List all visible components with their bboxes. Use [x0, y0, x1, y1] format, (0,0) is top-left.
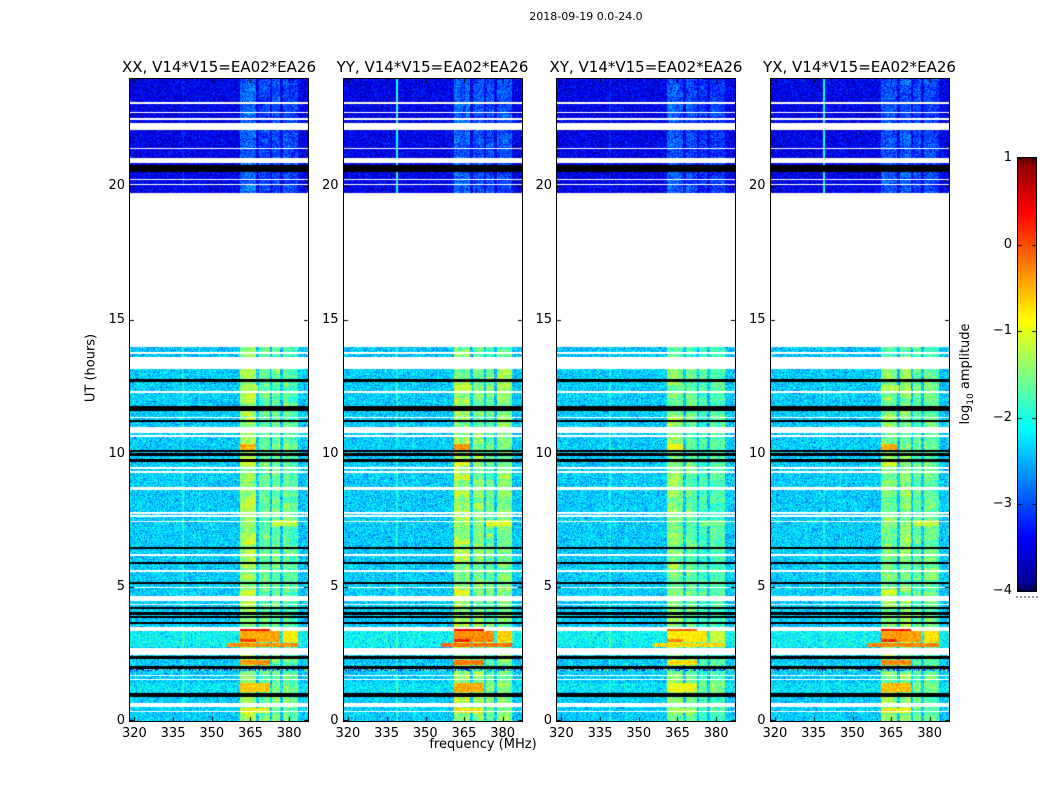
x-tick-label: 320 [335, 726, 361, 741]
x-tick-label: 320 [121, 726, 147, 741]
colorbar-label-post: amplitude [958, 323, 974, 394]
x-tick-label: 335 [160, 726, 186, 741]
colorbar-tick-label: −4 [992, 583, 1012, 598]
colorbar-tick-label: −2 [992, 409, 1012, 425]
panel-title-yy: YY, V14*V15=EA02*EA26 [336, 58, 529, 76]
x-tick-label: 320 [548, 726, 574, 741]
panel-title-yx: YX, V14*V15=EA02*EA26 [763, 58, 956, 76]
x-tick-label: 350 [412, 726, 438, 741]
x-tick-label: 335 [587, 726, 613, 741]
x-tick-label: 380 [490, 726, 516, 741]
y-tick-label: 5 [757, 579, 766, 595]
colorbar-tick-label: 1 [1003, 150, 1012, 165]
spectrogram-canvas-yx [769, 78, 950, 722]
y-tick-label: 0 [757, 713, 766, 728]
y-tick-label: 0 [330, 713, 339, 728]
y-tick-label: 20 [535, 178, 552, 193]
y-tick-label: 15 [108, 311, 125, 327]
x-tick-label: 335 [374, 726, 399, 741]
colorbar-minor-dots [1016, 596, 1038, 598]
y-tick-label: 10 [108, 445, 125, 461]
colorbar-tick-label: 0 [1003, 236, 1012, 252]
spectrogram-canvas-xx [129, 78, 309, 722]
spectrogram-canvas-yy [342, 78, 523, 722]
colorbar-label-sub: 10 [965, 393, 976, 405]
y-tick-label: 0 [543, 713, 552, 728]
y-tick-label: 0 [116, 713, 125, 728]
x-tick-label: 365 [451, 726, 477, 741]
panel-title-xy: XY, V14*V15=EA02*EA26 [549, 58, 743, 76]
y-tick-label: 5 [330, 579, 339, 595]
y-tick-label: 10 [748, 445, 766, 461]
y-tick-label: 20 [108, 178, 125, 193]
x-tick-label: 380 [276, 726, 302, 741]
colorbar-tick-label: −3 [992, 496, 1012, 512]
panel-title-xx: XX, V14*V15=EA02*EA26 [121, 58, 317, 76]
y-tick-label: 15 [748, 311, 766, 327]
spectrogram-canvas-xy [556, 78, 736, 722]
figure-title: 2018-09-19 0.0-24.0 [529, 10, 643, 23]
colorbar-label: log10 amplitude [958, 323, 976, 424]
colorbar-tick-label: −1 [992, 323, 1012, 339]
x-tick-label: 365 [238, 726, 263, 741]
y-axis-label: UT (hours) [83, 333, 99, 403]
y-tick-label: 15 [321, 311, 339, 327]
x-tick-label: 335 [801, 726, 826, 741]
x-tick-label: 380 [917, 726, 943, 741]
x-tick-label: 320 [762, 726, 788, 741]
y-tick-label: 20 [321, 178, 339, 193]
colorbar-label-pre: log [958, 404, 974, 425]
x-axis-label: frequency (MHz) [429, 737, 537, 752]
x-tick-label: 365 [878, 726, 904, 741]
y-tick-label: 15 [535, 311, 552, 327]
y-tick-label: 5 [543, 579, 552, 595]
colorbar-canvas [1017, 157, 1037, 592]
y-tick-label: 20 [748, 178, 766, 193]
x-tick-label: 365 [665, 726, 690, 741]
x-tick-label: 350 [839, 726, 865, 741]
y-tick-label: 10 [535, 445, 552, 461]
y-tick-label: 10 [321, 445, 339, 461]
x-tick-label: 380 [703, 726, 729, 741]
y-tick-label: 5 [116, 579, 125, 595]
x-tick-label: 350 [626, 726, 652, 741]
x-tick-label: 350 [199, 726, 225, 741]
